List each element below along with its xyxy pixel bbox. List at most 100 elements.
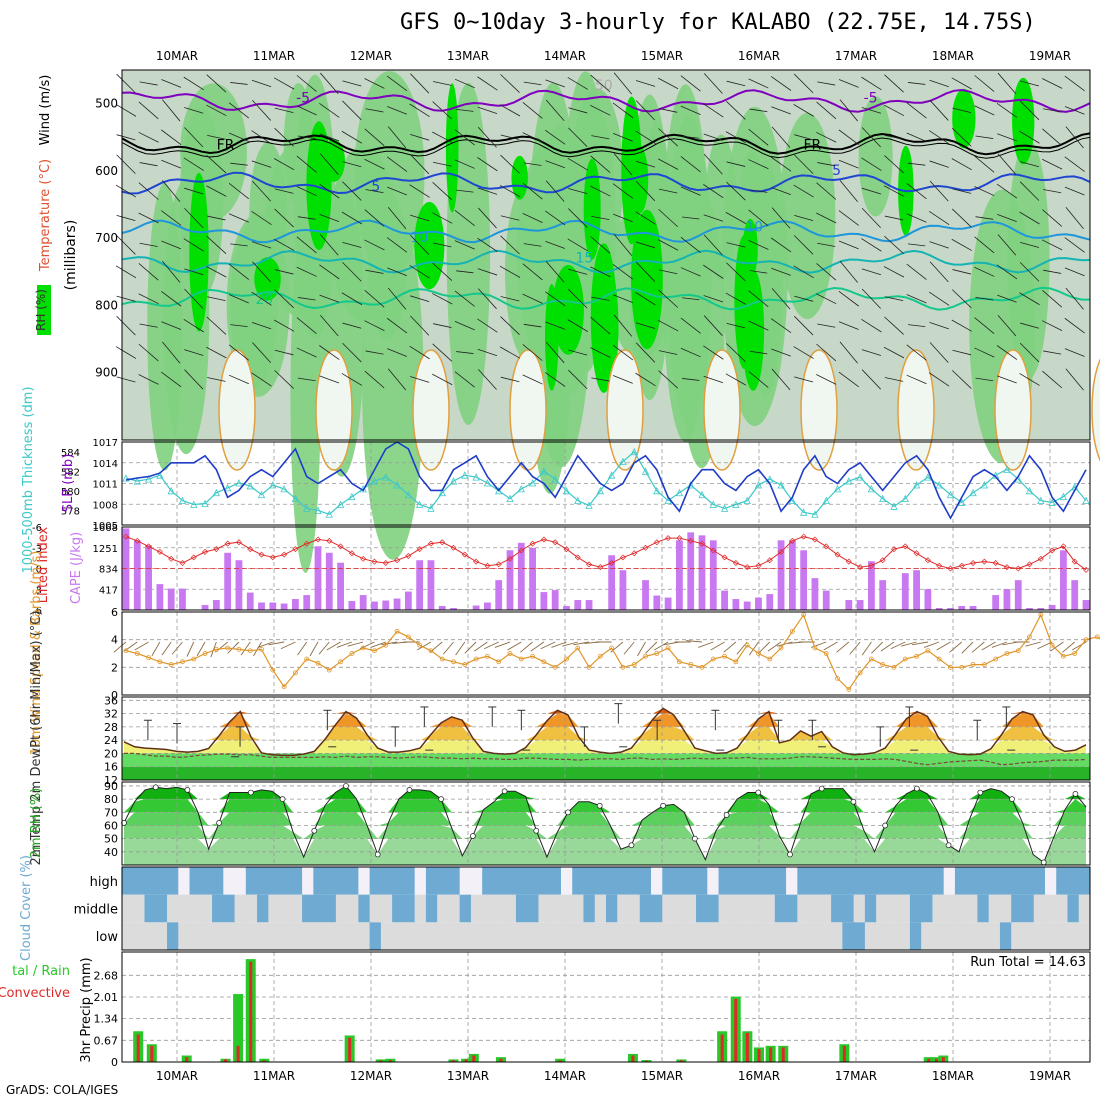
wind-barb xyxy=(568,349,588,356)
wind-barb xyxy=(342,241,362,248)
wind-barb xyxy=(410,234,430,255)
wind-barb xyxy=(115,184,137,198)
wind-barb xyxy=(770,237,792,253)
wind-barb xyxy=(658,350,678,355)
date-label-top: 11MAR xyxy=(253,49,295,63)
wind-barb xyxy=(613,213,633,223)
wind-barb xyxy=(251,241,272,249)
wind-barb xyxy=(861,369,881,390)
wind-barb xyxy=(997,214,1017,222)
wind-barb xyxy=(974,186,995,197)
cloud-cell-low xyxy=(673,922,686,950)
wind-barb xyxy=(342,161,362,168)
cape-bar xyxy=(958,606,966,610)
cloud-cell-middle xyxy=(583,894,596,923)
wind-barb xyxy=(319,264,340,280)
wind-barb xyxy=(1041,320,1063,331)
precip-conv-bar xyxy=(472,1055,476,1062)
wind-barb xyxy=(161,159,182,169)
cloud-cell-low xyxy=(245,922,258,950)
cape-bar xyxy=(122,528,130,610)
wind-barb xyxy=(184,288,204,309)
wind-barb xyxy=(1041,78,1063,89)
wind-barb xyxy=(952,269,972,275)
wind-barb xyxy=(365,189,384,194)
wind-barb xyxy=(635,100,656,121)
cloud-cell-middle xyxy=(212,894,224,923)
cloud-cell-middle xyxy=(1033,894,1046,923)
wind-barb xyxy=(387,368,407,391)
wind-barb xyxy=(681,378,700,381)
wind-barb-10m xyxy=(637,641,646,657)
temp-line xyxy=(123,707,1087,757)
precip-conv-bar xyxy=(631,1055,635,1062)
cape-bar xyxy=(495,580,503,610)
cloud-cell-low xyxy=(482,922,494,950)
wind-barb xyxy=(680,156,701,173)
thickness-axis-label: 1000-500mb Thickness (dm) xyxy=(21,386,36,573)
rh-dry-plume xyxy=(412,349,450,471)
wind-barb xyxy=(296,317,317,335)
cape-bar xyxy=(167,588,175,610)
cloud-cell-middle xyxy=(380,894,393,923)
wind-barb xyxy=(794,295,814,302)
wind-speed-point xyxy=(473,656,479,662)
wind-speed-point xyxy=(485,653,490,659)
wind-barb xyxy=(907,324,926,328)
cloud-cell-low xyxy=(842,922,855,950)
li-point xyxy=(891,546,897,553)
cloud-cell-middle xyxy=(527,894,539,923)
cloud-cell-middle xyxy=(504,894,517,923)
wind-speed-point xyxy=(699,664,705,670)
cloud-cell-high xyxy=(369,867,382,895)
li-point xyxy=(1049,547,1056,554)
li-point xyxy=(811,536,818,543)
li-point xyxy=(857,564,864,571)
cloud-cell-middle xyxy=(752,894,765,923)
dewpoint-line xyxy=(124,752,1087,766)
wind-barb xyxy=(929,79,949,88)
wind-barb xyxy=(975,135,994,139)
li-point xyxy=(699,540,705,547)
wind-barb xyxy=(952,188,972,194)
cape-bar xyxy=(292,599,299,610)
wind-barb xyxy=(703,345,724,360)
wind-barb xyxy=(545,372,566,387)
wind-barb xyxy=(1019,292,1040,306)
cape-bar xyxy=(924,589,932,610)
li-point xyxy=(303,540,310,547)
cloud-cell-low xyxy=(560,922,573,950)
wind-barb xyxy=(1042,128,1063,146)
thickness-point xyxy=(540,467,548,475)
wind-barb xyxy=(206,266,227,278)
thickness-point xyxy=(348,492,356,501)
cloud-cell-low xyxy=(1056,922,1068,950)
wind-barb xyxy=(545,291,566,307)
wind-speed-point xyxy=(722,653,727,659)
thickness-point xyxy=(1025,486,1034,495)
rh-point xyxy=(755,789,762,796)
cape-bar xyxy=(653,595,661,610)
wind-speed-point xyxy=(823,651,829,656)
wind-barb-10m xyxy=(227,641,240,654)
cloud-cell-low xyxy=(763,922,776,950)
cloud-cell-high xyxy=(651,867,663,895)
cloud-cell-high xyxy=(425,867,438,895)
slp-tick-label: 1017 xyxy=(93,438,118,449)
cape-bar xyxy=(280,603,288,610)
rh-point xyxy=(501,788,508,795)
panel-frame xyxy=(121,526,1091,611)
wind-barb xyxy=(974,266,995,277)
wind-barb-10m xyxy=(551,641,567,648)
li-point xyxy=(687,537,694,544)
cloud-cell-low xyxy=(155,922,168,950)
wind-barb-10m xyxy=(442,641,454,655)
cape-bar xyxy=(1003,589,1011,610)
wind-barb xyxy=(817,81,836,86)
date-label-top: 17MAR xyxy=(835,49,877,63)
cloud-cell-middle xyxy=(988,894,1001,923)
precip-conv-bar xyxy=(769,1047,773,1062)
isotherm-line xyxy=(121,171,1091,195)
rh-point xyxy=(596,802,603,809)
wind-speed-point xyxy=(281,684,287,690)
